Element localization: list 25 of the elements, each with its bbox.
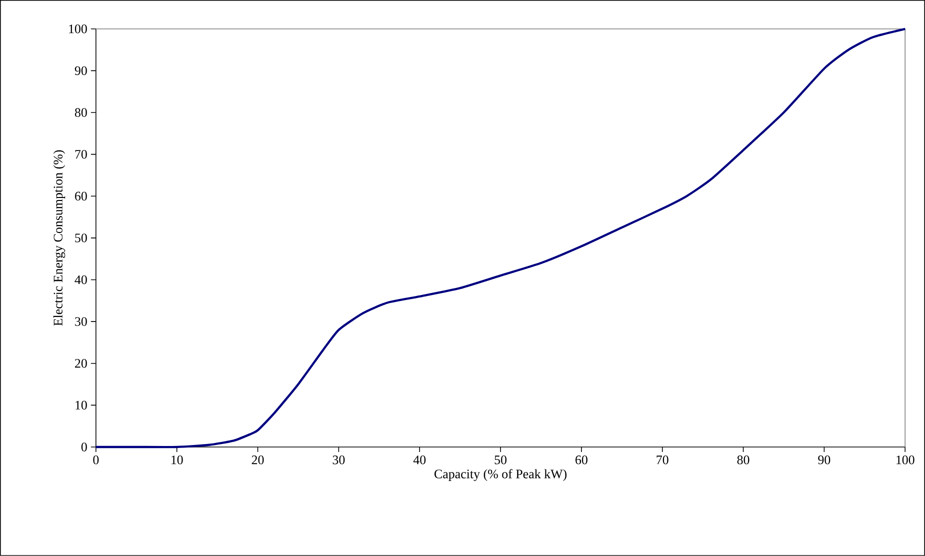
y-tick-label: 50 [75, 234, 87, 242]
y-tick-label: 0 [81, 442, 87, 452]
y-tick-label: 100 [69, 24, 87, 34]
x-axis-title: Capacity (% of Peak kW) [434, 469, 567, 482]
x-tick-label: 40 [413, 456, 426, 464]
y-tick-label: 60 [75, 192, 87, 201]
x-tick-label: 90 [818, 456, 830, 464]
y-axis-title: Electric Energy Consumption (%) [53, 150, 66, 326]
x-tick-label: 70 [656, 456, 668, 464]
x-tick-label: 20 [252, 456, 264, 464]
y-tick-label: 70 [75, 150, 87, 159]
y-tick-label: 20 [75, 359, 87, 368]
y-tick-label: 90 [74, 66, 87, 76]
x-tick-label: 10 [172, 456, 183, 464]
x-tick-label: 80 [737, 456, 750, 464]
x-tick-label: 100 [896, 456, 914, 464]
line-series [94, 28, 906, 448]
y-tick-label: 80 [74, 108, 87, 117]
y-tick-label: 10 [76, 400, 87, 410]
x-tick-label: 60 [576, 456, 588, 464]
y-tick-label: 30 [75, 317, 87, 326]
x-tick-label: 0 [93, 456, 99, 464]
x-tick-label: 30 [332, 456, 345, 464]
y-tick-label: 40 [74, 275, 87, 284]
x-tick-label: 50 [494, 456, 507, 464]
